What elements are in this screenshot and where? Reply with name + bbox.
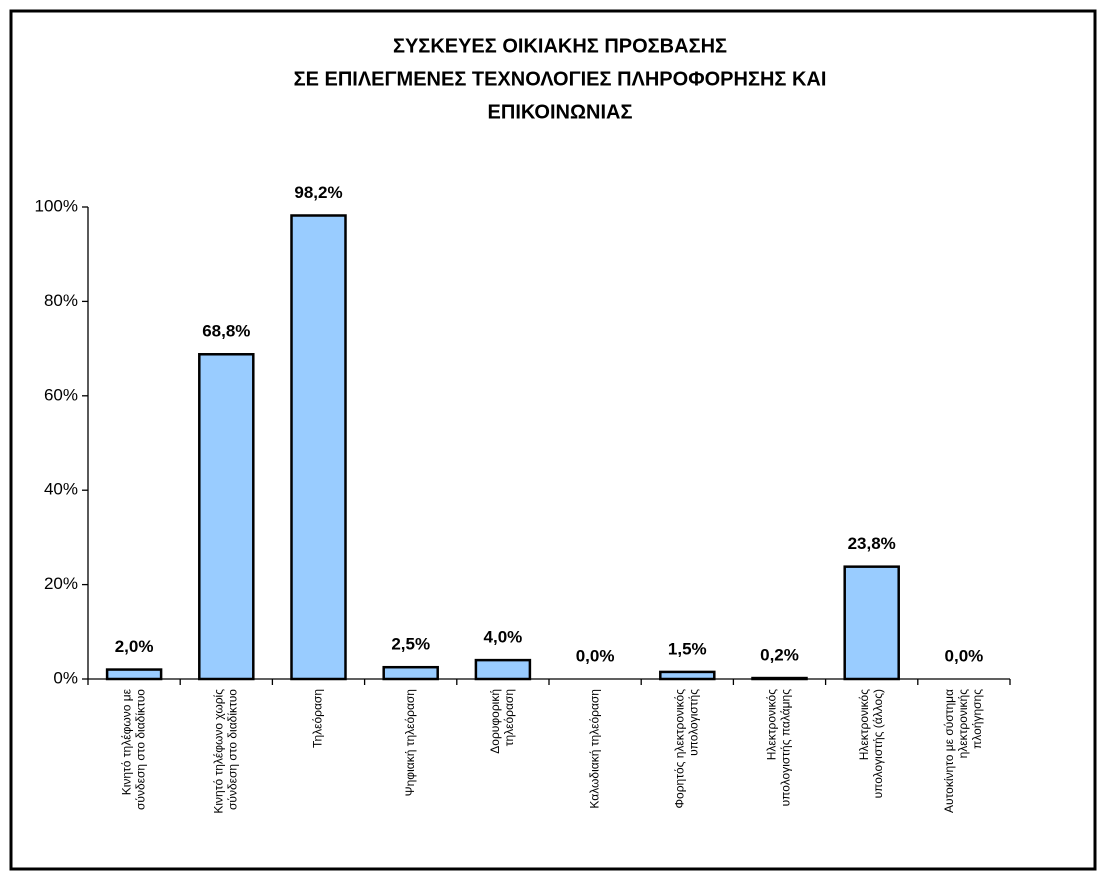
value-label: 0,2% bbox=[760, 646, 799, 665]
chart-border bbox=[9, 9, 1097, 871]
value-label: 68,8% bbox=[202, 322, 250, 341]
x-tick-label: πλοήγησης bbox=[970, 689, 984, 749]
bar bbox=[474, 658, 532, 681]
x-tick-label: Ηλεκτρονικός bbox=[765, 689, 779, 760]
value-label: 2,0% bbox=[115, 637, 154, 656]
x-tick-label: Κινητό τηλέφωνο χωρίς bbox=[211, 689, 225, 814]
x-tick-label: Καλωδιακή τηλεόραση bbox=[587, 689, 601, 809]
y-tick-label: 80% bbox=[44, 291, 78, 310]
x-tick-label: Φορητός ηλεκτρονικός bbox=[672, 689, 686, 809]
x-tick-label: υπολογιστής παλάμης bbox=[779, 689, 793, 807]
x-tick-label: τηλεόραση bbox=[502, 689, 516, 746]
y-tick-label: 40% bbox=[44, 480, 78, 499]
bar bbox=[843, 565, 900, 681]
y-tick-label: 0% bbox=[53, 668, 78, 687]
x-tick-label: σύνδεση στο διαδίκτυο bbox=[225, 689, 239, 810]
bar bbox=[659, 670, 716, 681]
x-tick-label: Δορυφορική bbox=[488, 689, 502, 754]
y-tick-label: 60% bbox=[44, 385, 78, 404]
chart-title: ΣΥΣΚΕΥΕΣ ΟΙΚΙΑΚΗΣ ΠΡΟΣΒΑΣΗΣ bbox=[393, 35, 727, 57]
bar bbox=[382, 665, 439, 681]
x-tick-label: Κινητό τηλέφωνο με bbox=[119, 688, 133, 795]
chart-title: ΕΠΙΚΟΙΝΩΝΙΑΣ bbox=[488, 101, 633, 123]
y-tick-label: 20% bbox=[44, 574, 78, 593]
x-tick-label: Τηλεόραση bbox=[311, 689, 325, 748]
x-tick-label: Ψηφιακή τηλεόραση bbox=[403, 689, 417, 796]
value-label: 0,0% bbox=[945, 646, 984, 665]
bar bbox=[290, 214, 347, 681]
y-tick-label: 100% bbox=[35, 196, 78, 215]
bar bbox=[105, 668, 163, 681]
value-label: 1,5% bbox=[668, 639, 707, 658]
x-tick-label: Ηλεκτρονικός bbox=[857, 689, 871, 760]
x-tick-label: υπολογιστής bbox=[686, 689, 700, 756]
value-label: 98,2% bbox=[294, 183, 342, 202]
x-tick-label: Αυτοκίνητο με σύστημα bbox=[942, 689, 956, 813]
x-tick-label: υπολογιστής (άλλος) bbox=[871, 689, 885, 798]
value-label: 2,5% bbox=[391, 635, 430, 654]
value-label: 0,0% bbox=[576, 646, 615, 665]
chart-title: ΣΕ ΕΠΙΛΕΓΜΕΝΕΣ ΤΕΧΝΟΛΟΓΙΕΣ ΠΛΗΡΟΦΟΡΗΣΗΣ … bbox=[294, 68, 827, 90]
x-tick-label: σύνδεση στο διαδίκτυο bbox=[133, 689, 147, 810]
bar bbox=[751, 676, 808, 681]
bar bbox=[198, 353, 255, 681]
x-tick-label: ηλεκτρονικής bbox=[956, 689, 970, 759]
value-label: 4,0% bbox=[484, 628, 523, 647]
value-label: 23,8% bbox=[848, 534, 896, 553]
